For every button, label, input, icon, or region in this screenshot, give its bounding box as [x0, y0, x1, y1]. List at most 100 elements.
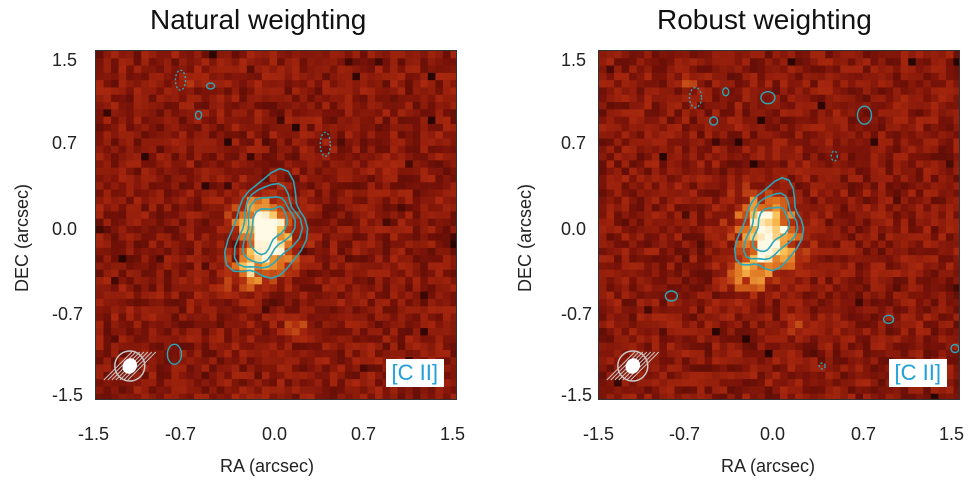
heatmap-cell: [832, 247, 841, 256]
heatmap-cell: [953, 80, 959, 89]
heatmap-cell: [141, 240, 150, 249]
heatmap-cell: [764, 153, 774, 161]
heatmap-cell: [953, 306, 959, 315]
heatmap-cell: [810, 277, 819, 285]
heatmap-cell: [908, 218, 917, 227]
heatmap-cell: [712, 204, 721, 213]
heatmap-cell: [825, 342, 834, 351]
heatmap-cell: [397, 211, 406, 220]
heatmap-cell: [712, 379, 721, 388]
heatmap-cell: [427, 255, 436, 264]
heatmap-cell: [405, 313, 414, 322]
heatmap-cell: [352, 364, 361, 373]
heatmap-cell: [314, 393, 323, 399]
heatmap-cell: [855, 269, 864, 278]
heatmap-cell: [817, 379, 826, 388]
heatmap-cell: [194, 102, 203, 110]
heatmap-cell: [427, 335, 436, 344]
heatmap-cell: [209, 226, 218, 234]
heatmap-cell: [442, 284, 452, 293]
heatmap-cell: [367, 138, 376, 147]
heatmap-cell: [201, 65, 210, 74]
heatmap-cell: [292, 182, 301, 191]
heatmap-cell: [103, 379, 112, 388]
heatmap-cell: [930, 240, 939, 249]
heatmap-cell: [840, 116, 849, 125]
heatmap-cell: [254, 211, 263, 220]
beam-hatch: [610, 351, 640, 381]
heatmap-cell: [712, 145, 721, 154]
heatmap-cell: [832, 357, 841, 366]
heatmap-cell: [945, 116, 955, 125]
heatmap-cell: [606, 182, 615, 191]
heatmap-cell: [817, 349, 826, 358]
heatmap-cell: [923, 306, 932, 315]
heatmap-cell: [629, 226, 638, 234]
heatmap-cell: [727, 364, 736, 373]
heatmap-cell: [742, 320, 751, 329]
heatmap-cell: [878, 349, 887, 358]
heatmap-cell: [659, 320, 668, 329]
heatmap-cell: [915, 218, 924, 227]
heatmap-cell: [734, 94, 743, 103]
heatmap-cell: [442, 328, 452, 336]
heatmap-cell: [689, 269, 698, 278]
heatmap-cell: [945, 196, 955, 205]
heatmap-cell: [163, 306, 173, 315]
heatmap-cell: [674, 182, 683, 191]
heatmap-cell: [111, 371, 120, 380]
heatmap-cell: [764, 269, 774, 278]
heatmap-cell: [427, 204, 436, 213]
heatmap-cell: [681, 255, 691, 264]
heatmap-cell: [651, 109, 660, 118]
heatmap-cell: [427, 291, 436, 300]
heatmap-cell: [644, 174, 653, 183]
heatmap-cell: [659, 277, 668, 285]
heatmap-cell: [216, 160, 225, 169]
x-tick-label: -1.5: [583, 424, 615, 444]
heatmap-cell: [163, 72, 173, 81]
heatmap-cell: [697, 167, 706, 176]
heatmap-cell: [787, 226, 796, 234]
heatmap-cell: [606, 226, 615, 234]
heatmap-cell: [96, 357, 105, 366]
heatmap-cell: [382, 80, 391, 89]
heatmap-cell: [239, 80, 248, 89]
heatmap-cell: [231, 342, 240, 351]
heatmap-cell: [832, 58, 841, 67]
heatmap-cell: [885, 65, 894, 74]
heatmap-cell: [945, 218, 955, 227]
heatmap-cell: [390, 247, 399, 256]
heatmap-cell: [681, 204, 691, 213]
heatmap-cell: [938, 335, 947, 344]
heatmap-cell: [599, 393, 608, 399]
heatmap-cell: [420, 58, 429, 67]
heatmap-cell: [802, 371, 811, 380]
heatmap-cell: [862, 277, 872, 285]
heatmap-cell: [118, 72, 127, 81]
heatmap-cell: [141, 109, 150, 118]
heatmap-cell: [606, 94, 615, 103]
heatmap-cell: [442, 226, 452, 234]
heatmap-cell: [133, 153, 142, 161]
heatmap-cell: [840, 87, 849, 96]
heatmap-cell: [390, 211, 399, 220]
heatmap-cell: [659, 153, 668, 161]
heatmap-cell: [201, 102, 210, 110]
heatmap-cell: [930, 342, 939, 351]
heatmap-cell: [712, 262, 721, 271]
heatmap-cell: [870, 182, 879, 191]
heatmap-cell: [412, 94, 421, 103]
contour-line: [233, 182, 304, 269]
heatmap-cell: [239, 189, 248, 198]
heatmap-cell: [900, 306, 909, 315]
heatmap-cell: [96, 284, 105, 293]
heatmap-cell: [772, 196, 781, 205]
heatmap-cell: [194, 145, 203, 154]
heatmap-cell: [795, 204, 804, 213]
heatmap-cell: [674, 109, 683, 118]
heatmap-cell: [923, 386, 932, 395]
heatmap-cell: [606, 145, 615, 154]
heatmap-cell: [900, 262, 909, 271]
heatmap-cell: [832, 145, 841, 154]
